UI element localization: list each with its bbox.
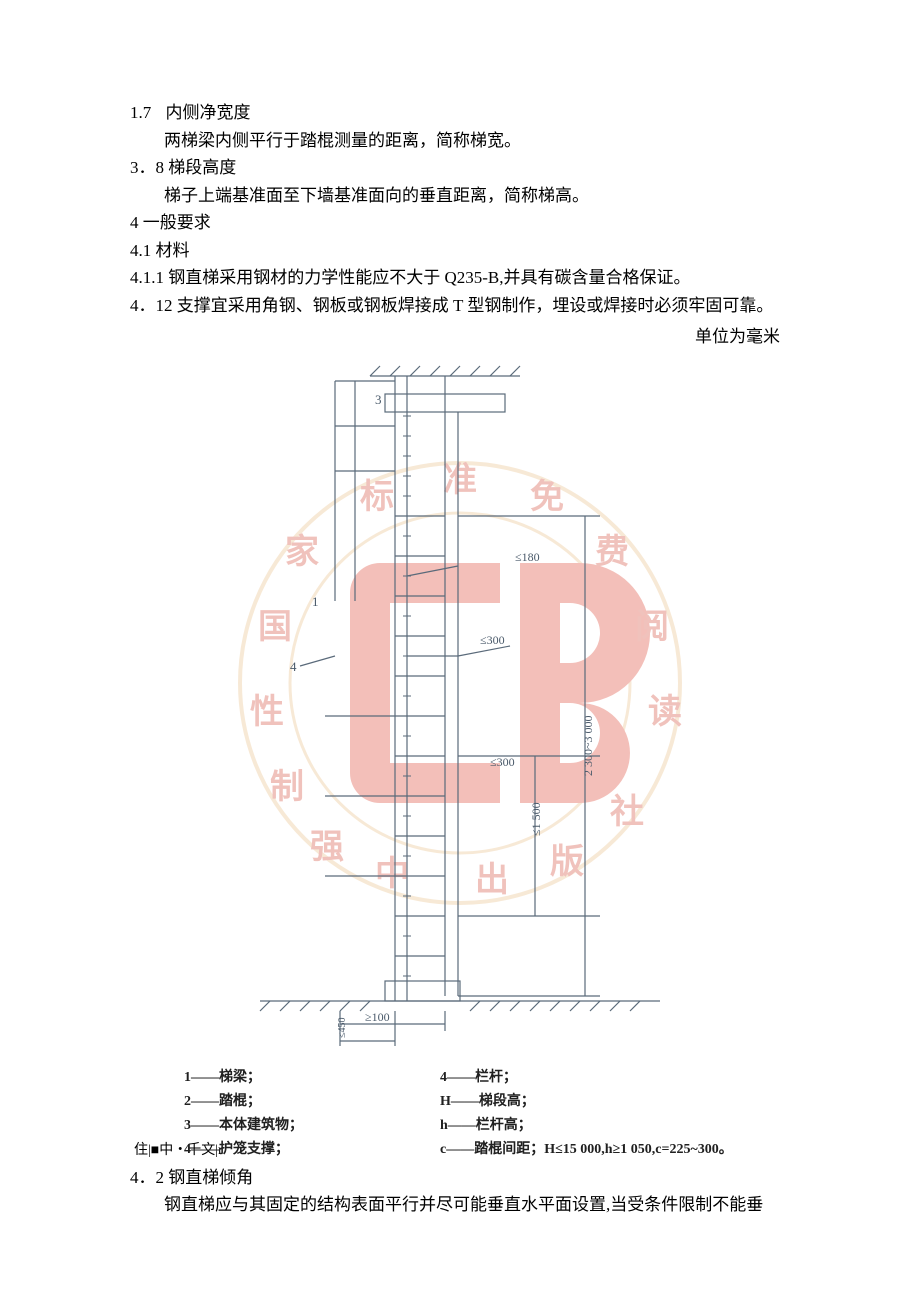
legend-item-3: 3——本体建筑物； [184, 1115, 440, 1136]
svg-text:1: 1 [312, 594, 319, 609]
legend-item-1: 1——梯梁； [184, 1067, 440, 1088]
svg-text:3: 3 [375, 392, 382, 407]
dim-label-base-width: ≥100 [365, 1010, 390, 1024]
svg-text:4: 4 [290, 659, 297, 674]
dim-label-height: 2 300~3 000 [581, 715, 595, 776]
section-4-2-body: 钢直梯应与其固定的结构表面平行并尽可能垂直水平面设置,当受条件限制不能垂 [130, 1192, 790, 1218]
section-4-2-heading: 4．2 钢直梯倾角 [130, 1165, 790, 1191]
section-1-7-number: 1.7 [130, 103, 151, 122]
dim-label-section: ≤1 500 [529, 802, 543, 836]
section-4-heading: 4 一般要求 [130, 210, 790, 236]
ladder-diagram: ≤180 ≤300 ≤300 ≤1 500 2 300~3 000 ≥100 ≤… [180, 356, 740, 1056]
section-3-8-body: 梯子上端基准面至下墙基准面向的垂直距离，简称梯高。 [130, 183, 790, 209]
section-4-12-line: 4．12 支撑宜采用角钢、钢板或钢板焊接成 T 型钢制作，埋设或焊接时必须牢固可… [130, 293, 790, 319]
figure-legend: 1——梯梁； 2——踏棍； 3——本体建筑物； 4——护笼支撑； 4——栏杆； … [180, 1067, 740, 1160]
section-1-7-body: 两梯梁内侧平行于踏棍测量的距离，简称梯宽。 [130, 128, 790, 154]
section-3-8-heading: 3．8 梯段高度 [130, 155, 790, 181]
section-1-7-heading: 1.7 内侧净宽度 [130, 100, 790, 126]
legend-item-8: c——踏棍间距；H≤15 000,h≥1 050,c=225~300。 [440, 1139, 740, 1160]
legend-item-6: H——梯段高； [440, 1091, 740, 1112]
section-4-1-heading: 4.1 材料 [130, 238, 790, 264]
dim-label-base-clear: ≤450 [337, 1017, 348, 1038]
unit-label: 单位为毫米 [130, 324, 790, 350]
ladder-figure: 标准免 费阅读 家国性 制强 社版出 中 [180, 356, 740, 1136]
dim-label-top: ≤180 [515, 550, 540, 564]
legend-item-4: 4——护笼支撑； [184, 1139, 440, 1160]
dim-label-rung: ≤300 [480, 633, 505, 647]
legend-item-7: h——栏杆高； [440, 1115, 740, 1136]
dim-label-clearance: ≤300 [490, 755, 515, 769]
legend-item-5: 4——栏杆； [440, 1067, 740, 1088]
legend-item-2: 2——踏棍； [184, 1091, 440, 1112]
section-4-1-1-line: 4.1.1 钢直梯采用钢材的力学性能应不大于 Q235-B,并具有碳含量合格保证… [130, 265, 790, 291]
section-1-7-title: 内侧净宽度 [166, 103, 251, 122]
